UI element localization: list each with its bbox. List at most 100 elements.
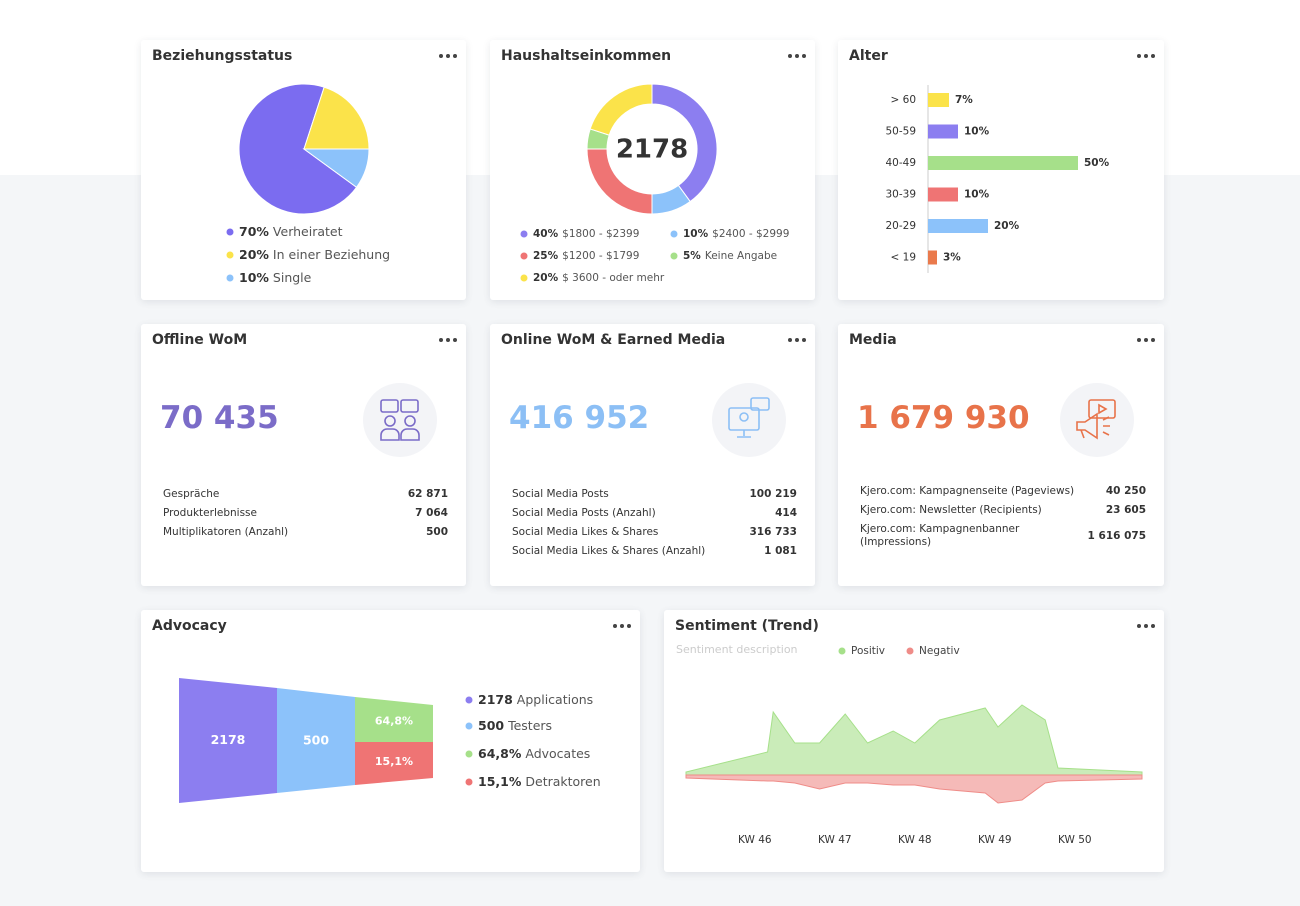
x-tick-label: KW 49 [978, 834, 1012, 846]
legend-value: 70% [239, 224, 269, 239]
menu-dot [802, 338, 806, 342]
more-menu[interactable] [613, 624, 631, 628]
menu-dot [795, 338, 799, 342]
slice [302, 148, 370, 188]
more-menu[interactable] [788, 54, 806, 58]
bar [928, 219, 988, 233]
stat-label: Social Media Posts [512, 488, 609, 500]
legend-label: 500 Testers [478, 718, 552, 733]
menu-dot [1144, 338, 1148, 342]
stat-value: 62 871 [407, 488, 448, 500]
donut-center: 2178 [616, 135, 688, 165]
stat-rows: Gespräche 62 871 Produkterlebnisse 7 064 Mul… [163, 488, 448, 545]
stat-label: Kjero.com: Kampagnenbanner (Impressions) [860, 523, 1020, 548]
more-menu[interactable] [439, 338, 457, 342]
menu-dot [1144, 624, 1148, 628]
stat-label: Kjero.com: Newsletter (Recipients) [860, 504, 1042, 516]
funnel-segment [277, 688, 355, 793]
card: Online WoM & Earned Media 416 952 Social M… [490, 324, 815, 586]
icon-part [750, 397, 770, 411]
legend-dot [520, 274, 528, 282]
legend-label: 25% $1200 - $1799 [533, 250, 639, 262]
stat-row: Multiplikatoren (Anzahl) 500 [163, 526, 448, 539]
category-label: < 19 [891, 252, 917, 264]
stat-value: 100 219 [749, 488, 798, 500]
legend-dot [520, 230, 528, 238]
stat-label: Gespräche [163, 488, 220, 500]
segment-label: 500 [303, 732, 329, 747]
legend-value: 500 [478, 718, 504, 733]
stat-value: 414 [775, 507, 797, 519]
card: Offline WoM 70 435 Gespräche 62 871 Produkte… [141, 324, 466, 586]
value-label: 20% [994, 220, 1020, 232]
legend-label: 2178 Applications [478, 692, 593, 707]
stat-row: Kjero.com: Kampagnenbanner (Impressions)… [860, 523, 1146, 549]
legend-dot [906, 647, 914, 655]
card-title: Alter [849, 48, 888, 64]
stat-row: Social Media Likes & Shares 316 733 [512, 526, 797, 539]
category-label: 20-29 [885, 220, 916, 232]
segment-label: 2178 [211, 732, 246, 747]
icon-part [380, 399, 399, 413]
stat-row: Social Media Posts (Anzahl) 414 [512, 507, 797, 520]
legend-dot [226, 228, 234, 236]
legend-label: 10% $2400 - $2999 [683, 228, 789, 240]
legend-value: 20% [533, 272, 559, 284]
menu-dot [620, 624, 624, 628]
stat-row: Kjero.com: Newsletter (Recipients) 23 605 [860, 504, 1146, 517]
value-label: 10% [964, 126, 990, 138]
icon-bg [712, 383, 786, 457]
legend-value: 64,8% [478, 746, 522, 761]
funnel-segment [355, 742, 433, 785]
slice [303, 86, 370, 150]
legend-dot [520, 252, 528, 260]
menu-dot [627, 624, 631, 628]
bar [928, 250, 937, 265]
menu-dot [1151, 338, 1155, 342]
card-canvas [712, 338, 806, 457]
more-menu[interactable] [1137, 54, 1155, 58]
more-menu[interactable] [1137, 338, 1155, 342]
legend-dot [465, 750, 473, 758]
more-menu[interactable] [439, 54, 457, 58]
card-canvas: 70% Verheiratet 20% In einer Beziehung 10% Si… [226, 54, 457, 285]
legend-dot [226, 251, 234, 259]
bar [928, 187, 958, 202]
legend-label: 40% $1800 - $2399 [533, 228, 639, 240]
x-tick-label: KW 47 [818, 834, 852, 846]
legend-label: Negativ [919, 645, 960, 657]
value-label: 50% [1084, 157, 1110, 169]
icon-part [1088, 399, 1116, 419]
card: Sentiment description Positiv Negativ KW 46… [664, 610, 1164, 872]
legend-text: Single [273, 270, 312, 285]
card-title: Offline WoM [152, 332, 248, 348]
legend-label: 20% $ 3600 - oder mehr [533, 272, 665, 284]
stat-row: Produkterlebnisse 7 064 [163, 507, 448, 520]
legend-value: 5% [683, 250, 701, 262]
icon-part [400, 399, 419, 413]
icon [728, 397, 770, 438]
legend-value: 20% [239, 247, 269, 262]
funnel-segment [355, 697, 433, 742]
bar [928, 156, 1078, 170]
legend-text: $ 3600 - oder mehr [562, 272, 665, 284]
card: 2178 500 64,8% 15,1% 2178 Applications 500 Test… [141, 610, 640, 872]
area [685, 774, 1143, 804]
stat-value: 23 605 [1105, 504, 1146, 516]
legend-label: 64,8% Advocates [478, 746, 590, 761]
menu-dot [453, 338, 457, 342]
stat-value: 1 616 075 [1087, 529, 1146, 542]
stat-value: 1 081 [764, 545, 797, 557]
menu-dot [788, 338, 792, 342]
more-menu[interactable] [1137, 624, 1155, 628]
big-number: 70 435 [160, 400, 279, 436]
more-menu[interactable] [788, 338, 806, 342]
menu-dot [1144, 54, 1148, 58]
value-label: 10% [964, 189, 990, 201]
legend-value: 10% [239, 270, 269, 285]
legend-label: 10% Single [239, 270, 312, 285]
stat-value: 7 064 [415, 507, 448, 519]
card-title: Beziehungsstatus [152, 48, 293, 64]
card: 2178 40% $1800 - $2399 10% $2400 - $2999 25% $… [490, 40, 815, 300]
